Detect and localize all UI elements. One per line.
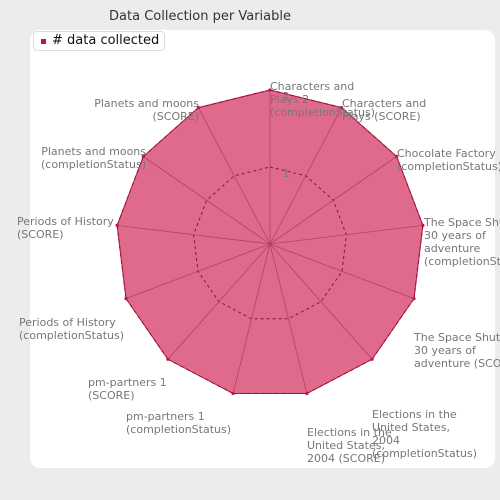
grid-ring-outer	[371, 298, 415, 360]
axis-label: Chocolate Factory (completionStatus)	[397, 147, 500, 173]
axis-label: Characters and Plays (SCORE)	[342, 97, 426, 123]
data-point[interactable]	[340, 106, 344, 110]
spoke	[198, 107, 271, 245]
data-point[interactable]	[370, 357, 374, 361]
axis-label: Planets and moons (completionStatus)	[41, 145, 146, 171]
grid-ring-outer	[269, 89, 342, 109]
grid-ring-outer	[198, 89, 271, 109]
axis-label: Planets and moons (SCORE)	[94, 97, 199, 123]
spoke	[143, 156, 271, 245]
grid-ring-outer	[116, 156, 144, 226]
data-point[interactable]	[124, 297, 128, 301]
data-point[interactable]	[115, 223, 119, 227]
spoke	[117, 225, 271, 245]
grid-ring-outer	[125, 298, 169, 360]
tick-label: 1	[283, 167, 290, 180]
data-point[interactable]	[305, 391, 309, 396]
axis-label: pm-partners 1 (SCORE)	[88, 376, 167, 402]
data-point[interactable]	[395, 154, 399, 159]
axis-label: pm-partners 1 (completionStatus)	[126, 410, 231, 436]
grid-ring	[193, 166, 347, 320]
grid-ring-outer	[167, 358, 234, 394]
axis-label: Elections in the United States, 2004 (SCOR…	[307, 426, 392, 465]
grid-ring-outer	[116, 225, 127, 299]
spoke	[269, 243, 373, 360]
spoke	[269, 107, 342, 245]
grid-ring-outer	[413, 225, 424, 299]
legend[interactable]: # data collected	[33, 31, 165, 51]
data-point[interactable]	[196, 106, 200, 110]
grid-ring-outer	[306, 358, 373, 394]
legend-swatch	[41, 39, 46, 44]
axis-label: Periods of History (SCORE)	[17, 215, 114, 241]
spoke	[167, 243, 271, 360]
axis-label: Elections in the United States, 2004 (compl…	[372, 408, 477, 460]
axis-label: The Space Shuttle30 years ofadventure(co…	[423, 216, 500, 268]
spoke	[269, 243, 415, 299]
axis-label: Characters and Plays 2 (completionStatus)	[270, 80, 375, 119]
grid-ring-outer	[396, 156, 424, 226]
data-point[interactable]	[268, 88, 272, 92]
spoke	[232, 243, 271, 394]
grid-ring-outer	[341, 107, 398, 157]
tick-label: 2	[283, 90, 290, 103]
spoke	[269, 225, 423, 245]
data-point[interactable]	[412, 297, 416, 301]
axis-label: Periods of History (completionStatus)	[19, 316, 124, 342]
grid-ring-outer	[142, 107, 199, 157]
data-point[interactable]	[166, 357, 170, 361]
legend-label: # data collected	[52, 33, 160, 48]
spoke	[269, 156, 397, 245]
chart-title: Data Collection per Variable	[109, 9, 291, 24]
spoke	[269, 243, 308, 394]
spoke	[125, 243, 271, 299]
data-point[interactable]	[141, 154, 145, 159]
data-point[interactable]	[231, 391, 235, 396]
data-point[interactable]	[421, 223, 425, 227]
